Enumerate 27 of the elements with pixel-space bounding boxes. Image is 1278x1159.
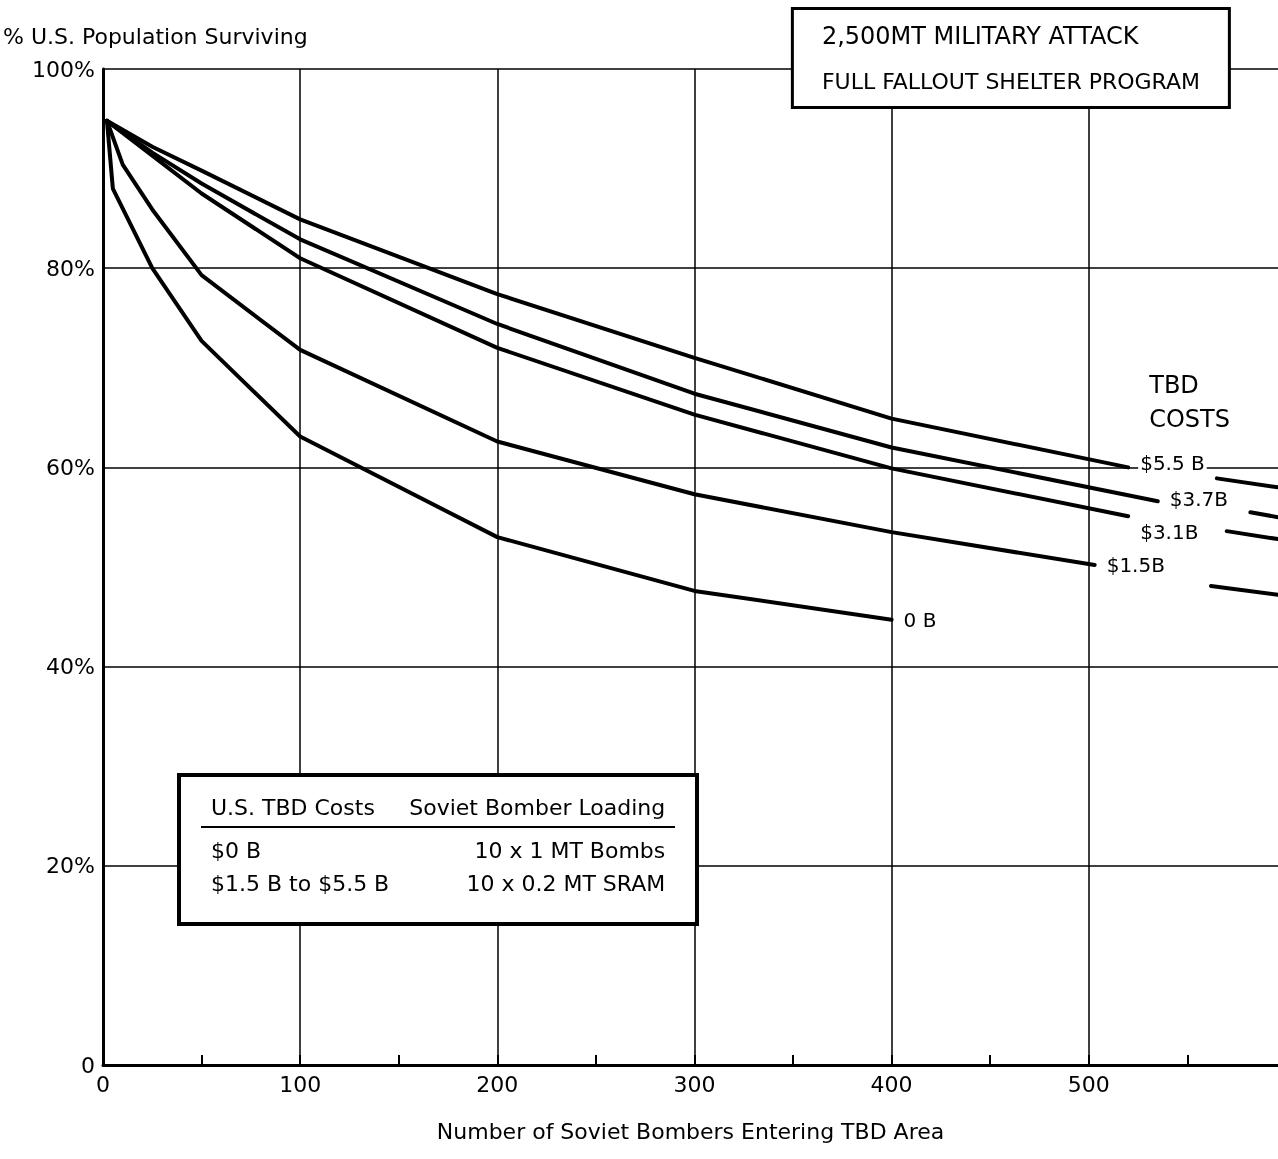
series-label: $1.5B bbox=[1106, 553, 1165, 578]
x-tick-label: 200 bbox=[476, 1071, 519, 1097]
x-tick-label: 100 bbox=[279, 1071, 322, 1097]
y-tick-label: 20% bbox=[46, 853, 95, 879]
x-axis-title: Number of Soviet Bombers Entering TBD Area bbox=[436, 1118, 945, 1144]
y-tick-label: 60% bbox=[46, 454, 95, 480]
annotation: Soviet Bomber Loading bbox=[399, 791, 676, 827]
series-label: $3.7B bbox=[1169, 487, 1229, 512]
annotation: 10 x 0.2 MT SRAM bbox=[465, 870, 667, 898]
y-axis-title: % U.S. Population Surviving bbox=[3, 23, 308, 49]
series-label: $5.5 B bbox=[1140, 451, 1205, 476]
y-tick-label: 80% bbox=[46, 255, 95, 281]
annotation: 10 x 1 MT Bombs bbox=[473, 837, 667, 865]
x-tick-label: 500 bbox=[1067, 1071, 1110, 1097]
chart-subtitle: FULL FALLOUT SHELTER PROGRAM bbox=[821, 68, 1200, 94]
y-tick-label: 100% bbox=[32, 56, 95, 82]
x-tick-label: 300 bbox=[673, 1071, 716, 1097]
y-tick-label: 40% bbox=[46, 654, 95, 680]
series-label: 0 B bbox=[903, 607, 937, 632]
series-label: $3.1B bbox=[1140, 520, 1199, 545]
annotation: $0 B bbox=[210, 837, 263, 865]
x-tick-label: 400 bbox=[870, 1071, 913, 1097]
y-tick-label: 0 bbox=[81, 1052, 95, 1078]
annotation: U.S. TBD Costs bbox=[201, 791, 400, 827]
chart-title: 2,500MT MILITARY ATTACK bbox=[821, 22, 1140, 50]
annotation: $1.5 B to $5.5 B bbox=[210, 870, 391, 898]
legend-title: TBD COSTS bbox=[1148, 371, 1230, 433]
